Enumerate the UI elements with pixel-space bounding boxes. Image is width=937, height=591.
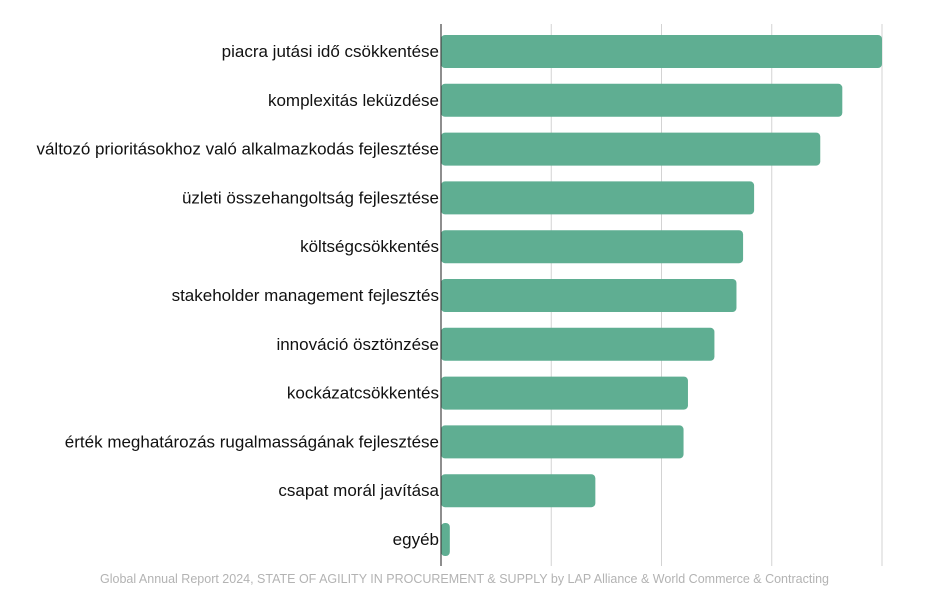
category-labels: piacra jutási idő csökkentése komplexitás… [36, 42, 439, 549]
bar-9 [441, 425, 684, 459]
bar-4 [441, 181, 755, 215]
category-label-6: stakeholder management fejlesztés [172, 286, 439, 305]
category-label-1: piacra jutási idő csökkentése [222, 42, 439, 61]
category-label-9: érték meghatározás rugalmasságának fejle… [65, 432, 439, 451]
category-label-3: változó prioritásokhoz való alkalmazkodá… [36, 140, 439, 159]
category-label-7: innováció ösztönzése [276, 335, 439, 354]
bar-10 [441, 474, 596, 508]
category-label-8: kockázatcsökkentés [287, 384, 439, 403]
bar-7 [441, 327, 715, 361]
bar-1 [441, 35, 882, 68]
bar-11 [441, 523, 450, 556]
category-label-11: egyéb [393, 530, 439, 549]
category-label-5: költségcsökkentés [300, 237, 439, 256]
bar-8 [441, 376, 688, 410]
bars [441, 35, 882, 556]
bar-5 [441, 230, 744, 264]
category-label-4: üzleti összehangoltság fejlesztése [182, 188, 439, 207]
category-label-2: komplexitás leküzdése [268, 91, 439, 110]
bar-6 [441, 279, 737, 312]
category-label-10: csapat morál javítása [278, 481, 439, 500]
bar-2 [441, 83, 843, 117]
bar-3 [441, 132, 821, 166]
source-note: Global Annual Report 2024, STATE OF AGIL… [100, 572, 830, 586]
